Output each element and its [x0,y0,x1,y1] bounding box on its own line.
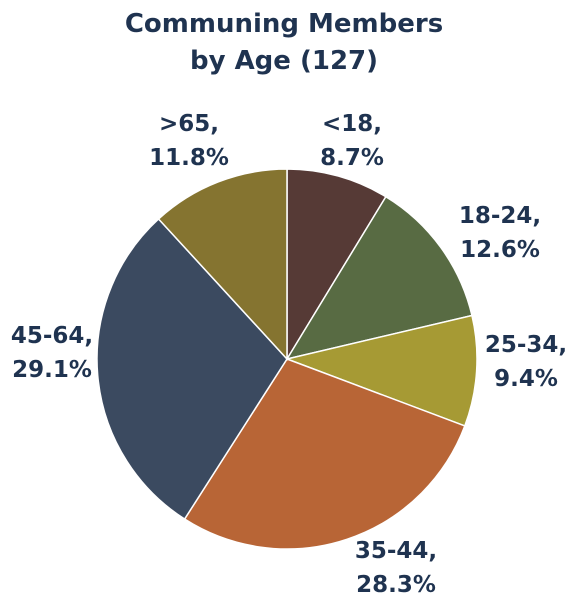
slice-label: 35-44, 28.3% [355,538,437,598]
pie-slice-35-44 [183,358,466,550]
pie-slice-18-24 [285,195,473,361]
pie-slice-25-34 [284,314,478,427]
chart-title-line-1: Communing Members [124,9,444,39]
slice-label: 18-24, 12.6% [459,203,541,263]
pie-slice-gt65 [157,168,288,361]
pie-slices [96,168,478,550]
pie-slice-45-64 [96,217,288,521]
slice-label: 45-64, 29.1% [11,323,93,383]
chart-title: Communing Members by Age (127) [0,6,568,80]
slice-label: 25-34, 9.4% [485,332,567,392]
pie-labels: <18, 8.7% 18-24, 12.6% 25-34, 9.4% 35-44, 28.3%… [11,111,567,598]
pie-slice-lt18 [286,168,387,362]
slice-label: <18, 8.7% [320,111,384,171]
chart-title-line-2: by Age (127) [189,46,379,76]
slice-label: >65, 11.8% [149,111,229,171]
